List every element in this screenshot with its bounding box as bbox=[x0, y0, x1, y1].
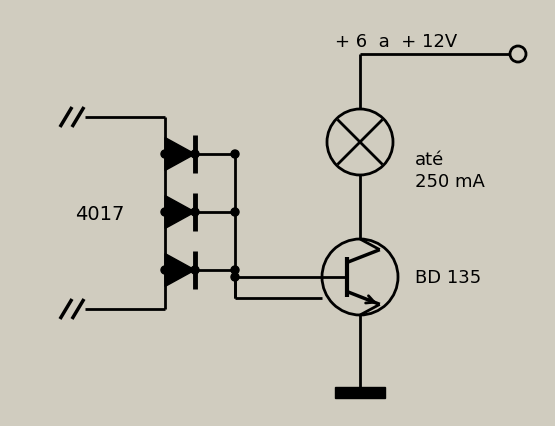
Circle shape bbox=[161, 151, 169, 158]
Text: até: até bbox=[415, 151, 444, 169]
Circle shape bbox=[231, 208, 239, 216]
Bar bbox=[335, 387, 385, 398]
Circle shape bbox=[231, 273, 239, 281]
Circle shape bbox=[191, 266, 199, 274]
Text: BD 135: BD 135 bbox=[415, 268, 481, 286]
Text: + 6  a  + 12V: + 6 a + 12V bbox=[335, 33, 457, 51]
Circle shape bbox=[191, 151, 199, 158]
Circle shape bbox=[191, 208, 199, 216]
Circle shape bbox=[161, 208, 169, 216]
Circle shape bbox=[231, 266, 239, 274]
Polygon shape bbox=[165, 254, 195, 287]
Circle shape bbox=[231, 151, 239, 158]
Text: 250 mA: 250 mA bbox=[415, 173, 485, 190]
Text: 4017: 4017 bbox=[75, 205, 124, 224]
Polygon shape bbox=[165, 196, 195, 229]
Polygon shape bbox=[165, 138, 195, 171]
Circle shape bbox=[161, 266, 169, 274]
